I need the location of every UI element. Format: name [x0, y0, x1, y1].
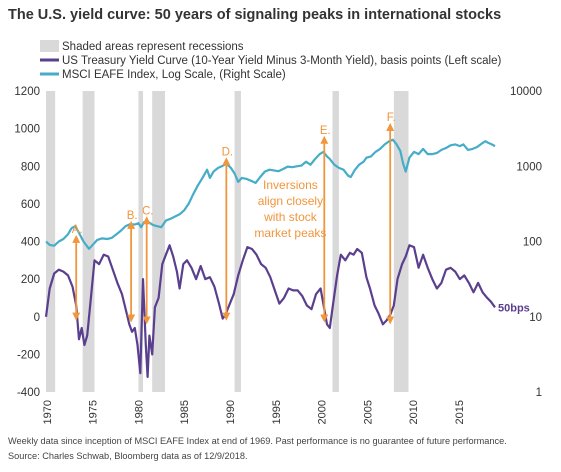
x-tick-label: 2015: [454, 400, 466, 424]
y-left-tick-label: 200: [21, 274, 40, 286]
legend-swatch-recession: [40, 40, 59, 52]
y-left-tick-label: 800: [21, 161, 40, 173]
y-right-tick-label: 1000: [516, 161, 542, 173]
legend-item-label: MSCI EAFE Index, Log Scale, (Right Scale…: [62, 69, 286, 81]
x-tick-label: 1980: [133, 400, 145, 424]
recession-band-7: [393, 91, 409, 392]
callout-text: market peaks: [254, 226, 326, 240]
callout-text: with stock: [263, 210, 318, 224]
annotation-label: C.: [142, 205, 154, 217]
annotation-label: F.: [387, 112, 396, 124]
annotation-label: E.: [320, 125, 331, 137]
recession-band-5: [234, 91, 241, 392]
y-left-tick-label: -200: [17, 349, 40, 361]
footnote-source: Source: Charles Schwab, Bloomberg data a…: [8, 451, 248, 461]
y-right-tick-label: 100: [523, 237, 542, 249]
recession-band-3: [138, 91, 144, 392]
callout-text: Inversions: [263, 178, 318, 192]
x-tick-label: 2005: [362, 400, 374, 424]
y-right-tick-label: 1: [536, 387, 542, 399]
y-left-tick-label: -400: [17, 387, 40, 399]
x-tick-label: 1995: [271, 400, 283, 424]
end-value-label: 50bps: [498, 302, 530, 314]
x-tick-label: 1990: [225, 400, 237, 424]
recession-band-2: [82, 91, 95, 392]
y-right-tick-label: 10000: [510, 86, 542, 98]
legend-item-label: Shaded areas represent recessions: [62, 41, 244, 53]
x-tick-label: 1975: [88, 400, 100, 424]
yield-curve-line: [44, 244, 496, 378]
footnote-disclaimer: Weekly data since inception of MSCI EAFE…: [8, 436, 507, 446]
y-left-tick-label: 0: [34, 312, 40, 324]
annotation-label: B.: [127, 210, 138, 222]
y-left-tick-label: 1200: [14, 86, 40, 98]
x-tick-label: 2000: [317, 400, 329, 424]
y-right-tick-label: 10: [529, 312, 542, 324]
y-left-tick-label: 400: [21, 237, 40, 249]
callout-text: align closely: [258, 194, 323, 208]
annotation-label: D.: [222, 146, 234, 158]
recession-band-4: [152, 91, 166, 392]
y-left-tick-label: 600: [21, 199, 40, 211]
legend-item-label: US Treasury Yield Curve (10-Year Yield M…: [62, 55, 502, 67]
eafe-index-line: [45, 138, 496, 250]
x-tick-label: 2010: [408, 400, 420, 424]
x-tick-label: 1970: [42, 400, 54, 424]
x-tick-label: 1985: [179, 400, 191, 424]
chart-title: The U.S. yield curve: 50 years of signal…: [8, 7, 502, 23]
annotation-label: A.: [72, 224, 83, 236]
recession-band-1: [46, 91, 56, 392]
recession-band-6: [332, 91, 339, 392]
y-left-tick-label: 1000: [14, 124, 40, 136]
